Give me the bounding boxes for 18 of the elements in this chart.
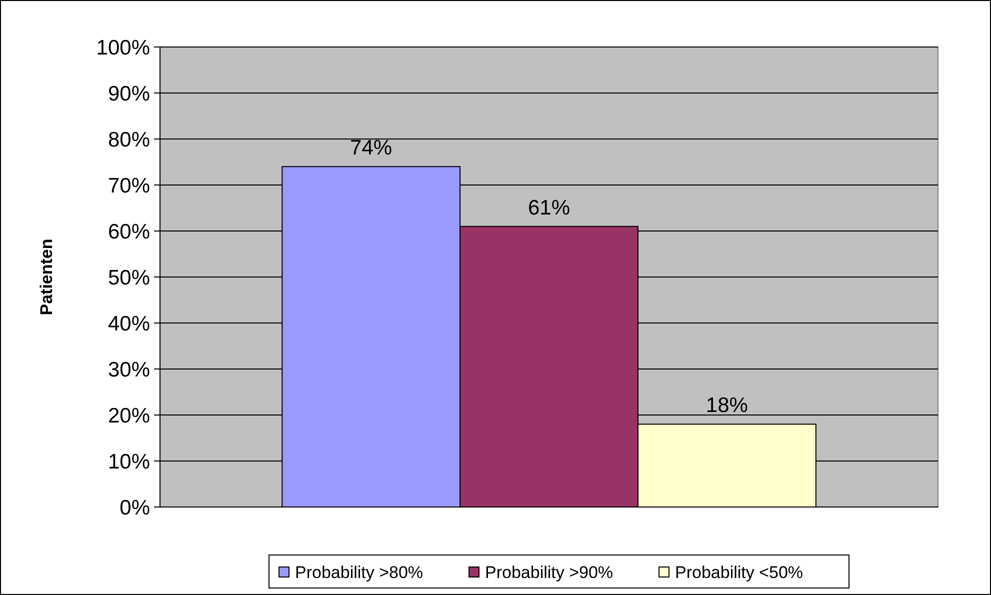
data-label: 74% [350,136,392,160]
y-axis-title: Patienten [37,238,56,316]
y-tick-label: 30% [108,358,150,382]
y-tick-label: 50% [108,266,150,290]
legend-label: Probability >90% [485,562,614,582]
legend-label: Probability <50% [675,562,804,582]
data-label: 18% [706,394,748,418]
y-tick-label: 100% [96,36,150,60]
data-label: 61% [528,196,570,220]
legend-label: Probability >80% [295,562,424,582]
y-tick-label: 60% [108,220,150,244]
y-tick-label: 70% [108,174,150,198]
y-tick-label: 10% [108,450,150,474]
y-tick-label: 80% [108,128,150,152]
y-tick-label: 20% [108,404,150,428]
y-tick-label: 40% [108,312,150,336]
y-tick-label: 90% [108,82,150,106]
y-tick-label: 0% [120,496,150,520]
